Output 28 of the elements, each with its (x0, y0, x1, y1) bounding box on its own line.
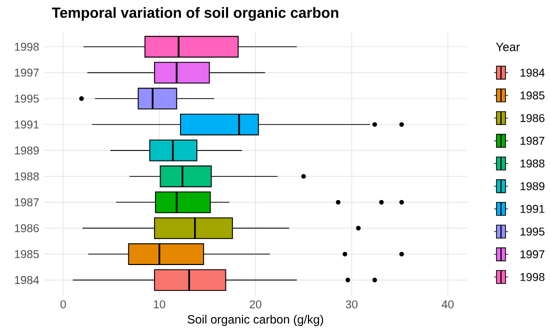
x-tick-label: 10 (154, 300, 166, 308)
category-label: 1984 (520, 68, 545, 77)
category-label: 1987 (520, 136, 544, 145)
x-tick-label: 30 (346, 300, 358, 308)
y-tick-label: 1998 (14, 42, 39, 51)
x-axis-title: Soil organic carbon (g/kg) (188, 314, 324, 326)
legend-title: Year (496, 42, 520, 52)
y-tick-label: 1991 (14, 120, 39, 129)
category-label: 1989 (520, 182, 544, 190)
x-tick-label: 40 (442, 300, 454, 308)
y-tick-label: 1995 (14, 94, 39, 103)
y-tick-label: 1989 (14, 146, 39, 154)
category-label: 1991 (520, 204, 544, 213)
x-tick-label: 0 (60, 300, 66, 308)
y-tick-label: 1986 (14, 224, 39, 232)
category-label: 1985 (520, 91, 544, 100)
y-tick-label: 1997 (14, 68, 39, 77)
x-tick-label: 20 (250, 300, 262, 308)
chart-title: Temporal variation of soil organic carbon (52, 7, 338, 21)
category-label: 1998 (520, 273, 544, 282)
y-tick-label: 1987 (14, 198, 39, 206)
category-label: 1997 (520, 250, 544, 258)
y-tick-label: 1984 (14, 276, 39, 284)
category-label: 1986 (520, 114, 544, 122)
y-tick-label: 1988 (14, 172, 39, 180)
category-label: 1995 (520, 228, 544, 236)
y-tick-label: 1985 (14, 250, 39, 258)
category-label: 1988 (520, 159, 544, 168)
